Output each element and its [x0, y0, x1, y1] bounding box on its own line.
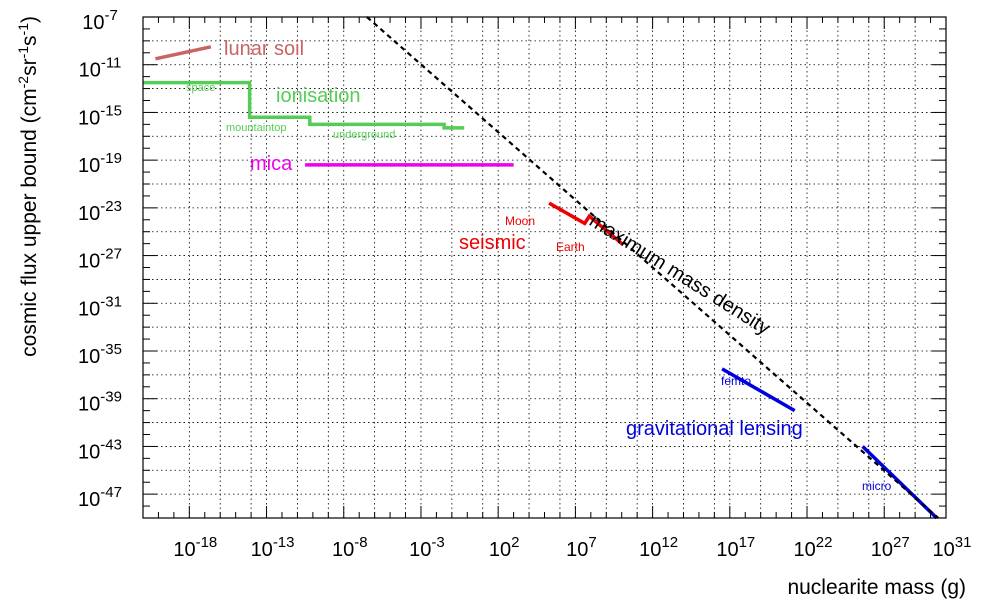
femto-label: femto — [721, 374, 751, 388]
y-tick-label: 10-19 — [78, 150, 122, 177]
x-tick-label: 10-18 — [173, 534, 217, 561]
x-tick-label: 1027 — [871, 534, 910, 561]
y-tick-label: 10-43 — [78, 436, 122, 463]
series-seismic — [548, 201, 625, 247]
seismic-label: seismic — [459, 232, 526, 254]
x-tick-label: 1017 — [716, 534, 755, 561]
series-gravitational-lensing — [721, 367, 796, 413]
series-maximum-mass-density — [366, 16, 940, 519]
x-axis-label: nuclearite mass (g) — [787, 576, 966, 599]
y-tick-label: 10-31 — [78, 293, 122, 320]
earth-label: Earth — [556, 240, 585, 254]
series-layer — [143, 16, 940, 520]
tick-labels: 10-18 10-13 10-8 10-3 102 107 1012 1017 1022 1027… — [78, 7, 971, 561]
grid — [143, 17, 946, 518]
y-tick-label: 10-35 — [78, 341, 122, 368]
gravitational-lensing-label: gravitational lensing — [626, 418, 803, 440]
x-tick-label: 107 — [566, 534, 597, 561]
space-label: space — [186, 82, 215, 94]
y-tick-label: 10-39 — [78, 389, 122, 416]
y-axis-label: cosmic flux upper bound (cm-2sr-1s-1) — [15, 16, 41, 357]
x-tick-label: 1031 — [933, 534, 972, 561]
y-tick-label: 10-15 — [78, 102, 122, 129]
series-lunar-soil — [155, 45, 212, 61]
lunar-soil-label: lunar soil — [224, 38, 304, 60]
micro-label: micro — [862, 479, 892, 493]
y-tick-label: 10-47 — [78, 484, 122, 511]
x-tick-label: 10-3 — [409, 534, 445, 561]
ionisation-label: ionisation — [276, 85, 361, 107]
x-tick-label: 1012 — [639, 534, 678, 561]
ticks — [142, 16, 947, 519]
underground-label: underground — [333, 129, 395, 141]
x-tick-label: 1022 — [794, 534, 833, 561]
x-tick-label: 10-8 — [332, 534, 368, 561]
x-tick-label: 102 — [489, 534, 520, 561]
x-tick-label: 10-13 — [251, 534, 295, 561]
y-tick-label: 10-27 — [78, 246, 122, 273]
moon-label: Moon — [505, 214, 535, 228]
y-tick-label: 10-23 — [78, 198, 122, 225]
y-tick-label: 10-7 — [82, 7, 118, 34]
y-tick-label: 10-11 — [79, 55, 122, 82]
series-ionisation — [143, 80, 465, 130]
mica-label: mica — [250, 153, 293, 175]
mountaintop-label: mountaintop — [226, 122, 287, 134]
